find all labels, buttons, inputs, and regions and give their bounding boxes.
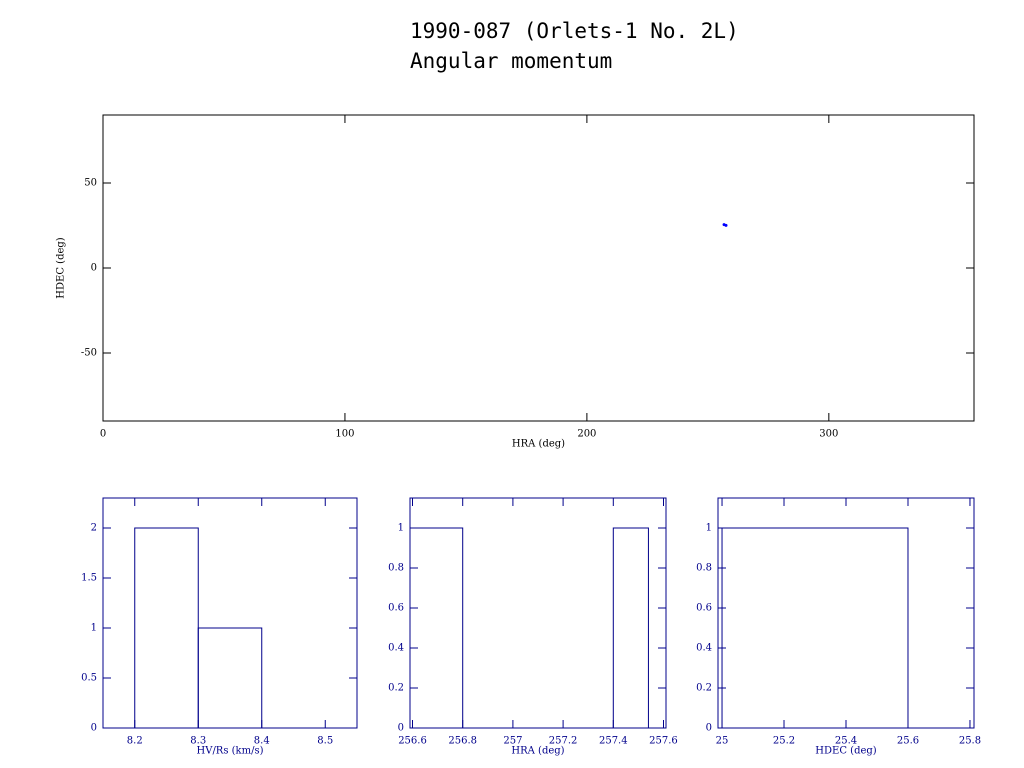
x-tick-label: 100 [335,429,354,440]
x-tick-label: 8.5 [317,736,333,747]
y-tick-label: 0.8 [696,563,712,574]
plot-frame [102,114,975,422]
point [724,223,728,227]
x-tick-label: 257 [503,736,522,747]
chart-title: 1990-087 (Orlets-1 No. 2L) [410,19,739,43]
y-tick-label: 0.4 [696,643,712,654]
x-tick-label: 25.8 [959,736,981,747]
y-tick-label: 1.5 [81,573,97,584]
x-tick-label: 257.6 [649,736,678,747]
x-tick-label: 256.6 [398,736,427,747]
y-tick-label: 0.5 [81,673,97,684]
y-tick-label: 1 [706,523,712,534]
x-tick-label: 256.8 [448,736,477,747]
x-tick-label: 25 [716,736,729,747]
y-tick-label: 1 [91,623,97,634]
y-tick-label: 0 [706,723,712,734]
y-tick-label: 0.2 [696,683,712,694]
hist-bar [197,627,263,728]
y-tick-label: 0 [398,723,404,734]
chart-subtitle: Angular momentum [410,49,612,73]
y-tick-label: 50 [84,178,97,189]
x-tick-label: 8.2 [127,736,143,747]
y-tick-label: 0 [91,263,97,274]
x-tick-label: 25.6 [897,736,919,747]
plot-frame [409,497,667,729]
y-tick-label: 2 [91,523,97,534]
y-tick-label: 0.2 [388,683,404,694]
x-tick-label: 257.4 [599,736,628,747]
x-tick-label: 8.3 [190,736,206,747]
y-tick-label: 0.6 [388,603,404,614]
x-tick-label: 0 [100,429,106,440]
y-tick-label: 0.4 [388,643,404,654]
x-tick-label: 8.4 [254,736,270,747]
hist-bar [612,527,649,728]
x-axis-label: HV/Rs (km/s) [197,746,264,757]
y-axis-label: HDEC (deg) [56,237,67,298]
y-tick-label: 0.6 [696,603,712,614]
plot-frame [717,497,975,729]
x-tick-label: 25.2 [773,736,795,747]
x-tick-label: 25.4 [835,736,857,747]
hist-bar [410,527,464,728]
hist-bar [721,527,909,728]
x-tick-label: 257.2 [549,736,578,747]
plot-frame [102,497,358,729]
y-tick-label: -50 [81,348,97,359]
x-axis-label: HRA (deg) [511,746,564,757]
x-tick-label: 300 [819,429,838,440]
hist-bar [134,527,199,728]
y-tick-label: 0.8 [388,563,404,574]
x-tick-label: 200 [577,429,596,440]
x-axis-label: HDEC (deg) [815,746,876,757]
y-tick-label: 0 [91,723,97,734]
x-axis-label: HRA (deg) [512,439,565,450]
y-tick-label: 1 [398,523,404,534]
